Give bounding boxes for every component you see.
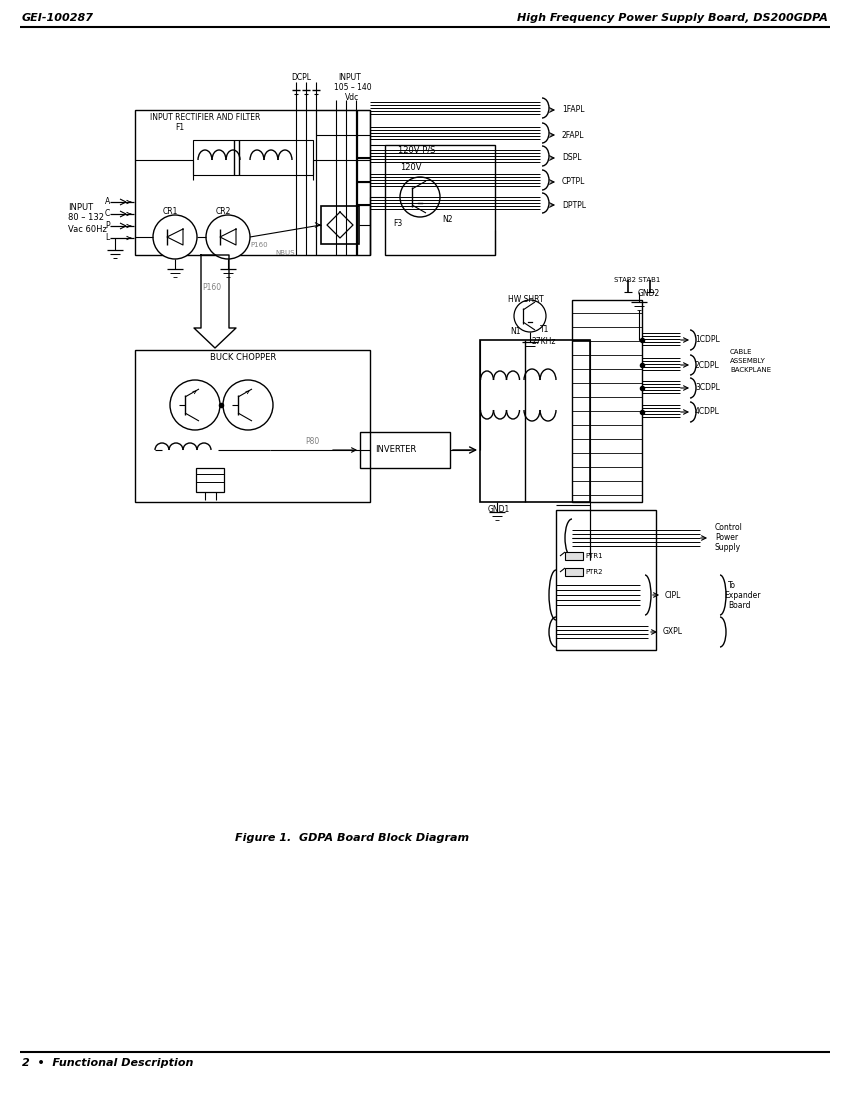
Bar	[193, 140, 313, 175]
Circle shape	[170, 379, 220, 430]
Text: INVERTER: INVERTER	[375, 446, 416, 454]
Circle shape	[400, 177, 440, 217]
Text: GND2: GND2	[638, 289, 660, 298]
Text: CIPL: CIPL	[665, 591, 682, 600]
Text: 105 – 140: 105 – 140	[334, 84, 371, 92]
Text: 120V P/S: 120V P/S	[398, 145, 435, 154]
Text: DSPL: DSPL	[562, 154, 581, 163]
Text: A: A	[105, 198, 111, 207]
Text: P80: P80	[305, 438, 320, 447]
Text: 3CDPL: 3CDPL	[695, 384, 720, 393]
Bar	[321, 206, 359, 244]
Text: BACKPLANE: BACKPLANE	[730, 367, 771, 373]
Text: F1: F1	[175, 123, 184, 132]
Text: Vac 60Hz: Vac 60Hz	[68, 224, 107, 233]
Bar	[565, 552, 583, 560]
Text: 4CDPL: 4CDPL	[695, 407, 720, 417]
Text: Figure 1.  GDPA Board Block Diagram: Figure 1. GDPA Board Block Diagram	[235, 833, 469, 843]
Text: Power: Power	[715, 534, 738, 542]
Text: Board: Board	[728, 601, 751, 609]
Bar	[572, 300, 642, 502]
Text: PTR2: PTR2	[585, 569, 603, 575]
Bar	[556, 510, 656, 650]
Text: 27KHz: 27KHz	[532, 338, 557, 346]
Text: INPUT RECTIFIER AND FILTER: INPUT RECTIFIER AND FILTER	[150, 112, 260, 121]
Text: NBUS: NBUS	[275, 250, 294, 256]
Bar	[385, 145, 495, 255]
Text: Supply: Supply	[715, 543, 741, 552]
Text: P160: P160	[250, 242, 268, 248]
Text: CR1: CR1	[163, 207, 178, 216]
Text: Control: Control	[715, 524, 743, 532]
Bar	[360, 432, 450, 468]
Text: GXPL: GXPL	[663, 627, 683, 637]
Bar	[135, 350, 370, 502]
Text: 80 – 132: 80 – 132	[68, 213, 104, 222]
Text: 2FAPL: 2FAPL	[562, 131, 585, 140]
Text: PTR1: PTR1	[585, 553, 603, 559]
Text: GND1: GND1	[488, 506, 510, 515]
Text: N1: N1	[510, 328, 520, 337]
Text: L: L	[105, 233, 110, 242]
Text: Vdc: Vdc	[345, 94, 360, 102]
Text: P: P	[105, 221, 110, 231]
Text: CABLE: CABLE	[730, 349, 752, 355]
Text: 2CDPL: 2CDPL	[695, 361, 720, 370]
Text: CR2: CR2	[216, 207, 231, 216]
Circle shape	[223, 379, 273, 430]
Text: GEI-100287: GEI-100287	[22, 13, 94, 23]
Bar	[480, 340, 590, 502]
Text: 1CDPL: 1CDPL	[695, 336, 720, 344]
Text: 2  •  Functional Description: 2 • Functional Description	[22, 1058, 193, 1068]
Text: Expander: Expander	[724, 591, 761, 600]
Text: ASSEMBLY: ASSEMBLY	[730, 358, 766, 364]
Circle shape	[206, 214, 250, 258]
Text: To: To	[728, 581, 736, 590]
Text: INPUT: INPUT	[68, 202, 94, 211]
Circle shape	[153, 214, 197, 258]
Circle shape	[514, 300, 546, 332]
Text: DCPL: DCPL	[291, 74, 311, 82]
Text: CPTPL: CPTPL	[562, 177, 586, 187]
Text: T1: T1	[540, 326, 549, 334]
Text: DPTPL: DPTPL	[562, 200, 586, 209]
Text: 1FAPL: 1FAPL	[562, 106, 585, 114]
Text: 120V: 120V	[400, 164, 422, 173]
Bar	[135, 110, 370, 255]
Text: HW SHRT: HW SHRT	[508, 296, 544, 305]
Text: High Frequency Power Supply Board, DS200GDPA: High Frequency Power Supply Board, DS200…	[517, 13, 828, 23]
Text: INPUT: INPUT	[338, 74, 360, 82]
Bar	[565, 568, 583, 576]
Text: P160: P160	[202, 284, 221, 293]
Text: STAB2 STAB1: STAB2 STAB1	[614, 277, 660, 283]
Text: BUCK CHOPPER: BUCK CHOPPER	[210, 353, 276, 363]
Text: F3: F3	[393, 220, 402, 229]
Text: C: C	[105, 209, 111, 219]
Text: N2: N2	[442, 216, 452, 224]
Bar	[196, 468, 224, 492]
